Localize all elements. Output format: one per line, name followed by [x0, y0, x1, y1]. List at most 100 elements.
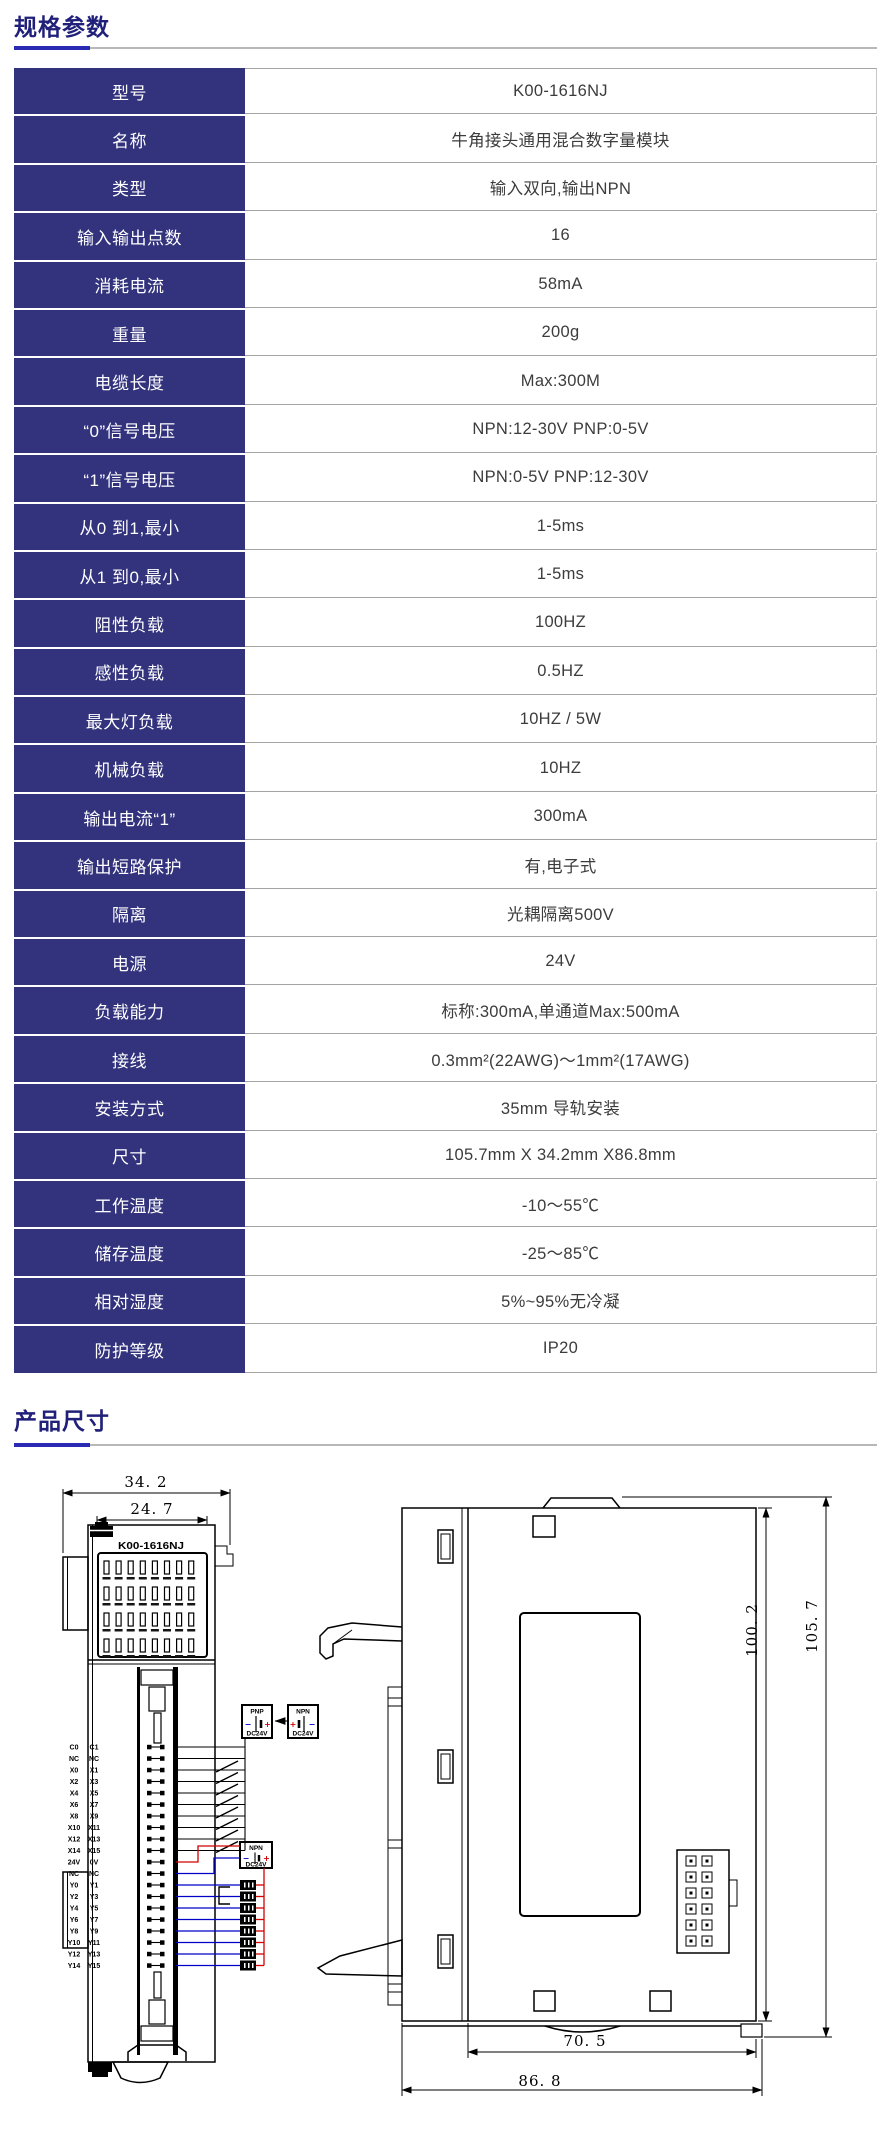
- svg-text:NPN: NPN: [296, 1709, 310, 1716]
- spec-value-cell: 光耦隔离500V: [245, 890, 877, 938]
- led-indicator-panel: [97, 1552, 208, 1658]
- pin-area: C0 C1 NC NC X0 X1 X2 X3 X4 X5 X6 X7 X8 X9 X10 X11 X12 X13…: [68, 1745, 264, 1971]
- table-row: 型号 K00-1616NJ: [14, 68, 877, 115]
- connector-channel: [127, 1667, 187, 2061]
- table-row: 阻性负载 100HZ: [14, 600, 877, 647]
- spec-label-cell: “1”信号电压: [14, 455, 245, 502]
- spec-value-cell: 300mA: [245, 793, 877, 841]
- table-row: 类型 输入双向,输出NPN: [14, 164, 877, 212]
- pin-label: NC: [89, 1756, 99, 1763]
- svg-text:−: −: [309, 1720, 316, 1729]
- rule-gray-segment: [90, 47, 877, 49]
- spec-label-cell: 隔离: [14, 890, 245, 938]
- technical-drawing: 34. 2 24. 7: [62, 1473, 832, 2096]
- table-row: 机械负载 10HZ: [14, 745, 877, 792]
- svg-text:DC24V: DC24V: [293, 1731, 315, 1738]
- pin-label: Y14: [68, 1963, 81, 1970]
- pin-label: X1: [90, 1768, 99, 1775]
- pin-label: NC: [69, 1871, 79, 1878]
- svg-text:−: −: [243, 1854, 250, 1863]
- svg-text:+: +: [263, 1854, 270, 1863]
- table-row: 输入输出点数 16: [14, 213, 877, 260]
- spec-label-cell: 安装方式: [14, 1084, 245, 1131]
- pin-label: Y0: [70, 1883, 79, 1890]
- spec-value-cell: 10HZ: [245, 745, 877, 792]
- table-row: 相对湿度 5%~95%无冷凝: [14, 1277, 877, 1325]
- spec-value-cell: 0.3mm²(22AWG)～1mm²(17AWG): [245, 1035, 877, 1083]
- pin-label: Y12: [68, 1952, 81, 1959]
- table-row: 工作温度 -10～55℃: [14, 1180, 877, 1228]
- spec-value-cell: 100HZ: [245, 600, 877, 647]
- side-dim-lines: 100. 2 105. 7 70. 5 86. 8: [401, 1496, 832, 2096]
- svg-text:DC24V: DC24V: [246, 1862, 268, 1869]
- pin-label: Y2: [70, 1894, 79, 1901]
- front-dim-lines: 34. 2 24. 7: [62, 1473, 231, 1553]
- pin-label: Y9: [90, 1929, 99, 1936]
- spec-label-cell: 重量: [14, 309, 245, 357]
- led-grid: [102, 1560, 196, 1658]
- specs-title-rule: [14, 46, 877, 50]
- side-view: 100. 2 105. 7 70. 5 86. 8: [316, 1496, 832, 2096]
- pin-label: Y15: [88, 1963, 101, 1970]
- pin-label: Y11: [88, 1940, 100, 1947]
- pin-label: X11: [88, 1825, 100, 1832]
- dims-section-title: 产品尺寸: [14, 1408, 110, 1434]
- spec-label-cell: 名称: [14, 116, 245, 163]
- table-row: 储存温度 -25～85℃: [14, 1229, 877, 1276]
- svg-text:PNP: PNP: [250, 1709, 264, 1716]
- spec-label-cell: 输出电流“1”: [14, 793, 245, 841]
- spec-label-cell: 电源: [14, 939, 245, 986]
- spec-value-cell: 35mm 导轨安装: [245, 1084, 877, 1131]
- pin-label: 0V: [90, 1860, 99, 1867]
- pin-label: X6: [70, 1802, 79, 1809]
- table-row: 最大灯负载 10HZ / 5W: [14, 697, 877, 744]
- pin-label: Y6: [70, 1917, 79, 1924]
- npn-supply-box-top: NPN + − DC24V: [287, 1704, 319, 1739]
- spec-label-cell: 从1 到0,最小: [14, 551, 245, 599]
- spec-label-cell: 型号: [14, 68, 245, 115]
- rule-accent-segment: [14, 46, 90, 50]
- pin-label: X8: [70, 1814, 79, 1821]
- table-row: 感性负载 0.5HZ: [14, 648, 877, 696]
- spec-label-cell: 相对湿度: [14, 1277, 245, 1325]
- dim-width-outer: 34. 2: [124, 1473, 167, 1491]
- spec-value-cell: 105.7mm X 34.2mm X86.8mm: [245, 1132, 877, 1179]
- spec-value-cell: 0.5HZ: [245, 648, 877, 696]
- pin-label: X10: [68, 1825, 81, 1832]
- dim-height-inner: 100. 2: [743, 1603, 761, 1657]
- npn-supply-box-bottom: NPN − + DC24V: [239, 1841, 273, 1869]
- input-wiring: PNP − + DC24V NPN + − DC24V: [241, 1704, 319, 1851]
- spec-label-cell: 尺寸: [14, 1132, 245, 1179]
- spec-value-cell: -10～55℃: [245, 1180, 877, 1228]
- dim-depth-outer: 86. 8: [518, 2072, 561, 2090]
- spec-value-cell: 牛角接头通用混合数字量模块: [245, 116, 877, 163]
- pin-label: Y5: [90, 1906, 99, 1913]
- spec-value-cell: 有,电子式: [245, 842, 877, 889]
- pin-label: C1: [90, 1745, 99, 1752]
- pin-label: X14: [68, 1848, 81, 1855]
- spec-value-cell: 10HZ / 5W: [245, 697, 877, 744]
- pin-label: Y10: [68, 1940, 81, 1947]
- spec-label-cell: 从0 到1,最小: [14, 503, 245, 550]
- table-row: 输出电流“1” 300mA: [14, 793, 877, 841]
- pin-label: NC: [89, 1871, 99, 1878]
- table-row: 防护等级 IP20: [14, 1326, 877, 1373]
- table-row: 从0 到1,最小 1-5ms: [14, 503, 877, 550]
- pin-label: X9: [90, 1814, 99, 1821]
- spec-value-cell: K00-1616NJ: [245, 68, 877, 115]
- spec-label-cell: 输入输出点数: [14, 213, 245, 260]
- spec-label-cell: 感性负载: [14, 648, 245, 696]
- pin-label: NC: [69, 1756, 79, 1763]
- spec-value-cell: 1-5ms: [245, 551, 877, 599]
- table-row: “0”信号电压 NPN:12-30V PNP:0-5V: [14, 406, 877, 454]
- specs-section-title: 规格参数: [14, 14, 110, 40]
- spec-label-cell: 输出短路保护: [14, 842, 245, 889]
- spec-label-cell: 消耗电流: [14, 261, 245, 308]
- table-row: 负载能力 标称:300mA,单通道Max:500mA: [14, 987, 877, 1034]
- pin-label: X5: [90, 1791, 99, 1798]
- spec-value-cell: 200g: [245, 309, 877, 357]
- spec-label-cell: 负载能力: [14, 987, 245, 1034]
- dims-title-rule: [14, 1443, 877, 1447]
- table-row: 名称 牛角接头通用混合数字量模块: [14, 116, 877, 163]
- table-row: 尺寸 105.7mm X 34.2mm X86.8mm: [14, 1132, 877, 1179]
